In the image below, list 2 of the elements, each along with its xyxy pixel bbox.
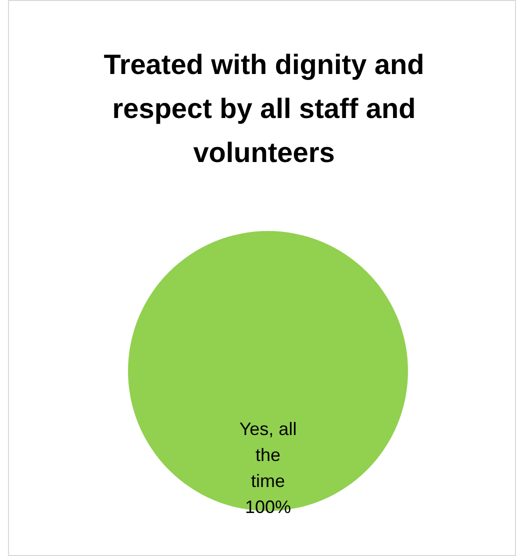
slice-label: Yes, all the time <box>239 418 297 491</box>
chart-title: Treated with dignity and respect by all staff and volunteers <box>102 48 426 170</box>
